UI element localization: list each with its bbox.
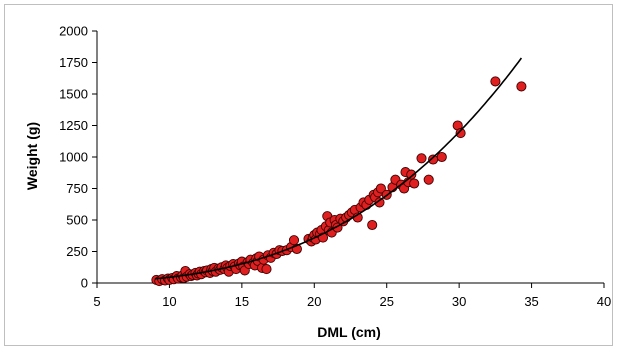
x-tick-label: 35	[524, 294, 538, 309]
data-point	[367, 219, 378, 231]
data-point	[288, 235, 300, 246]
data-point	[406, 169, 417, 180]
data-point	[374, 197, 385, 208]
x-tick-label: 40	[597, 294, 611, 309]
y-tick-label: 1750	[59, 55, 88, 70]
data-point	[436, 151, 447, 163]
trendline-group	[154, 57, 523, 280]
data-point	[261, 264, 272, 275]
y-tick-label: 0	[81, 276, 88, 291]
x-tick-label: 20	[307, 294, 321, 309]
x-tick-label: 15	[235, 294, 249, 309]
data-point	[516, 81, 527, 92]
y-tick-label: 2000	[59, 24, 88, 39]
y-tick-label: 1500	[59, 87, 88, 102]
data-point	[423, 174, 434, 185]
trendline	[154, 57, 523, 280]
x-axis: 5 10 15 20 25 30 35 40	[93, 282, 611, 309]
chart-border	[4, 4, 613, 346]
data-point	[455, 128, 466, 139]
y-tick-label: 500	[66, 213, 88, 228]
data-point	[416, 153, 427, 164]
x-tick-label: 10	[162, 294, 176, 309]
data-point	[490, 76, 501, 87]
data-point	[409, 178, 420, 189]
y-axis: 0 250 500 750 1000 1250 1500 1750 2000	[59, 24, 98, 291]
data-point	[375, 183, 386, 194]
y-tick-label: 1250	[59, 118, 88, 133]
x-tick-label: 5	[93, 294, 100, 309]
x-tick-label: 25	[379, 294, 393, 309]
y-tick-label: 750	[66, 181, 88, 196]
x-axis-title: DML (cm)	[317, 324, 381, 340]
y-tick-label: 1000	[59, 150, 88, 165]
y-tick-label: 250	[66, 244, 88, 259]
x-tick-label: 30	[452, 294, 466, 309]
y-axis-title: Weight (g)	[24, 122, 40, 190]
